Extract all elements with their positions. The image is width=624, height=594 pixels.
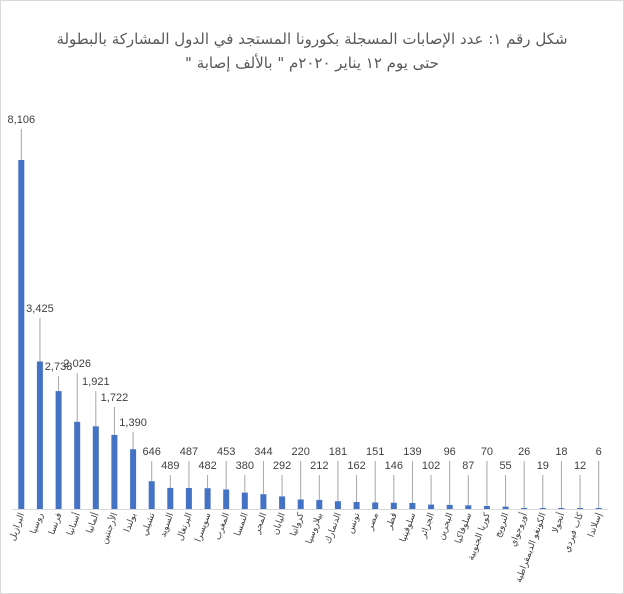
data-label-15: 292 — [273, 460, 291, 472]
bar-32 — [595, 508, 602, 509]
bar-31 — [577, 508, 584, 509]
data-label-19: 162 — [347, 460, 365, 472]
data-label-30: 18 — [555, 446, 567, 458]
category-label-13: النمسا — [233, 512, 251, 538]
bar-14 — [260, 494, 267, 509]
data-label-26: 70 — [481, 446, 493, 458]
data-label-18: 181 — [329, 446, 347, 458]
data-label-6: 1,722 — [101, 392, 129, 404]
bar-28 — [521, 507, 528, 509]
data-label-21: 146 — [385, 460, 403, 472]
chart-title: شكل رقم ١: عدد الإصابات المسجلة بكورونا … — [56, 30, 568, 48]
data-label-28: 26 — [518, 446, 530, 458]
category-label-18: الدنمارك — [323, 512, 343, 546]
category-label-9: السويد — [158, 512, 176, 539]
bar-8 — [148, 481, 155, 509]
category-label-24: البحرين — [437, 512, 456, 542]
data-label-32: 6 — [596, 446, 602, 458]
data-label-4: 2,026 — [63, 358, 91, 370]
data-label-16: 220 — [292, 446, 310, 458]
data-label-24: 96 — [444, 446, 456, 458]
bar-16 — [297, 499, 304, 509]
data-label-11: 482 — [198, 460, 216, 472]
bar-25 — [465, 505, 472, 509]
bar-19 — [353, 502, 360, 509]
data-label-10: 487 — [180, 446, 198, 458]
bar-18 — [334, 501, 341, 509]
bar-21 — [390, 502, 397, 509]
category-label-20: مصر — [365, 511, 381, 532]
category-label-22: سلوفينيا — [398, 512, 418, 544]
bar-15 — [279, 496, 286, 509]
bar-3 — [55, 391, 62, 509]
bar-22 — [409, 503, 416, 509]
data-label-12: 453 — [217, 446, 235, 458]
bar-26 — [483, 506, 490, 509]
data-label-14: 344 — [254, 446, 272, 458]
category-label-21: قطر — [384, 512, 399, 532]
category-label-8: تشيلي — [140, 511, 158, 537]
category-label-5: ألمانيا — [83, 511, 102, 535]
bar-30 — [558, 508, 565, 509]
category-label-4: أسبانيا — [64, 511, 83, 537]
data-label-3: 2,738 — [45, 361, 73, 373]
bar-13 — [241, 492, 248, 509]
bar-12 — [223, 489, 230, 509]
data-label-9: 489 — [161, 460, 179, 472]
category-label-25: سلوفاكيا — [454, 512, 474, 545]
category-label-10: البرتغال — [175, 512, 194, 543]
data-label-20: 151 — [366, 446, 384, 458]
category-label-16: كرواتيا — [289, 511, 307, 538]
category-label-3: فرنسا — [47, 512, 64, 537]
data-label-2: 3,425 — [26, 303, 54, 315]
chart-subtitle: حتى يوم ١٢ يناير ٢٠٢٠م " بالألف إصابة " — [185, 54, 439, 72]
bar-24 — [446, 504, 453, 509]
category-label-23: الجزائر — [418, 512, 437, 541]
category-label-12: المغرب — [213, 512, 232, 542]
category-label-17: بيلاروسيا — [305, 512, 325, 546]
data-label-31: 12 — [574, 460, 586, 472]
bar-7 — [130, 449, 137, 509]
bar-1 — [18, 160, 25, 509]
bar-11 — [204, 488, 211, 509]
category-label-32: إسلاندا — [587, 512, 605, 539]
data-label-23: 102 — [422, 460, 440, 472]
category-label-11: سويسرا — [194, 512, 214, 544]
category-label-2: روسيا — [29, 512, 46, 536]
category-label-27: النرويج — [493, 512, 511, 539]
bar-6 — [111, 434, 118, 509]
category-label-19: تونس — [346, 511, 363, 535]
data-label-22: 139 — [403, 446, 421, 458]
data-label-1: 8,106 — [8, 114, 36, 126]
bar-9 — [167, 487, 174, 509]
bar-23 — [428, 504, 435, 509]
bar-17 — [316, 499, 323, 509]
data-label-7: 1,390 — [119, 417, 147, 429]
category-label-30: أنجولا — [549, 511, 567, 534]
bar-5 — [92, 426, 99, 509]
data-label-8: 646 — [143, 446, 161, 458]
bar-27 — [502, 506, 509, 509]
bar-4 — [74, 421, 81, 509]
data-label-25: 87 — [462, 460, 474, 472]
data-label-29: 19 — [537, 460, 549, 472]
category-label-15: اليابان — [271, 512, 288, 537]
bar-29 — [539, 508, 546, 509]
data-label-27: 55 — [499, 460, 511, 472]
data-label-5: 1,921 — [82, 376, 110, 388]
category-label-14: المجر — [252, 512, 269, 536]
data-label-17: 212 — [310, 460, 328, 472]
category-label-1: البرازيل — [8, 512, 27, 543]
data-label-13: 380 — [236, 460, 254, 472]
bar-20 — [372, 502, 379, 509]
bar-2 — [36, 361, 43, 509]
category-label-7: بولندا — [123, 512, 139, 534]
bar-10 — [185, 488, 192, 509]
